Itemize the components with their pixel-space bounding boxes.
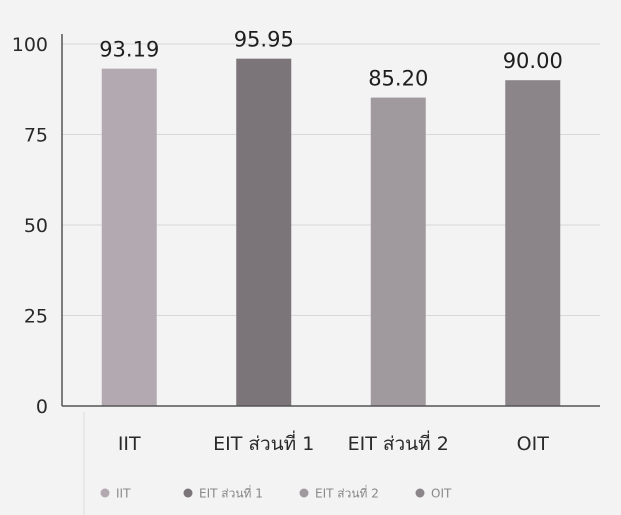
bar	[505, 80, 561, 406]
bars: 93.19 95.95 85.20 90.00	[99, 28, 563, 407]
legend-swatch	[183, 488, 193, 498]
y-tick-label: 0	[36, 396, 48, 418]
bar	[101, 68, 157, 407]
y-tick-label: 25	[24, 306, 48, 328]
data-label: 95.95	[234, 28, 294, 52]
y-tick-label: 50	[24, 215, 48, 237]
data-label: 90.00	[503, 49, 563, 73]
legend-label: IIT	[116, 487, 131, 501]
legend-swatch	[100, 488, 110, 498]
x-tick-label: EIT ส่วนที่ 1	[213, 430, 314, 455]
legend-label: EIT ส่วนที่ 2	[315, 485, 379, 501]
x-tick-label: IIT	[118, 433, 141, 455]
x-axis: IIT EIT ส่วนที่ 1 EIT ส่วนที่ 2 OIT	[62, 405, 600, 455]
x-tick-label: EIT ส่วนที่ 2	[348, 430, 449, 455]
y-tick-label: 75	[24, 125, 48, 147]
legend-label: EIT ส่วนที่ 1	[199, 485, 263, 501]
y-axis: 0 25 50 75 100	[12, 34, 85, 515]
data-label: 85.20	[368, 67, 428, 91]
legend-swatch	[415, 488, 425, 498]
data-label: 93.19	[99, 38, 159, 62]
legend-label: OIT	[431, 487, 452, 501]
legend-swatch	[299, 488, 309, 498]
bar	[236, 58, 292, 406]
x-tick-label: OIT	[517, 433, 550, 455]
legend: IIT EIT ส่วนที่ 1 EIT ส่วนที่ 2 OIT	[100, 485, 452, 501]
bar	[370, 97, 426, 407]
y-tick-label: 100	[12, 34, 48, 56]
